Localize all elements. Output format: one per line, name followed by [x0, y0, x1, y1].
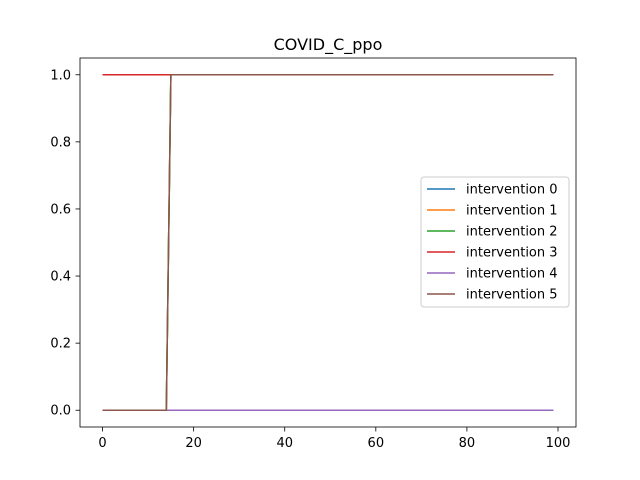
plot-layer — [102, 74, 554, 411]
y-tick-label-5: 1.0 — [50, 68, 71, 83]
legend-label-4: intervention 4 — [466, 267, 558, 282]
axes-layer: 0 20 40 60 80 100 0.0 0.2 0.4 0.6 0.8 1.0 — [50, 57, 577, 451]
legend-box — [420, 176, 570, 308]
legend: intervention 0 intervention 1 intervention… — [420, 176, 570, 308]
y-tick-label-0: 0.0 — [50, 404, 71, 419]
series-line-5 — [102, 74, 554, 411]
y-tick-label-3: 0.6 — [50, 202, 71, 217]
x-tick-label-2: 40 — [276, 436, 293, 451]
x-tick-label-3: 60 — [368, 436, 385, 451]
legend-label-0: intervention 0 — [466, 183, 558, 198]
axes-frame — [79, 57, 577, 428]
legend-label-1: intervention 1 — [466, 204, 558, 219]
chart-title: COVID_C_ppo — [274, 35, 383, 55]
y-tick-label-2: 0.4 — [50, 270, 71, 285]
x-tick-label-5: 100 — [546, 436, 571, 451]
legend-label-2: intervention 2 — [466, 225, 558, 240]
y-tick-label-1: 0.2 — [50, 337, 71, 352]
x-tick-label-1: 20 — [185, 436, 202, 451]
x-tick-label-4: 80 — [459, 436, 476, 451]
legend-label-5: intervention 5 — [466, 288, 558, 303]
x-tick-label-0: 0 — [98, 436, 106, 451]
legend-label-3: intervention 3 — [466, 246, 558, 261]
y-tick-label-4: 0.8 — [50, 135, 71, 150]
